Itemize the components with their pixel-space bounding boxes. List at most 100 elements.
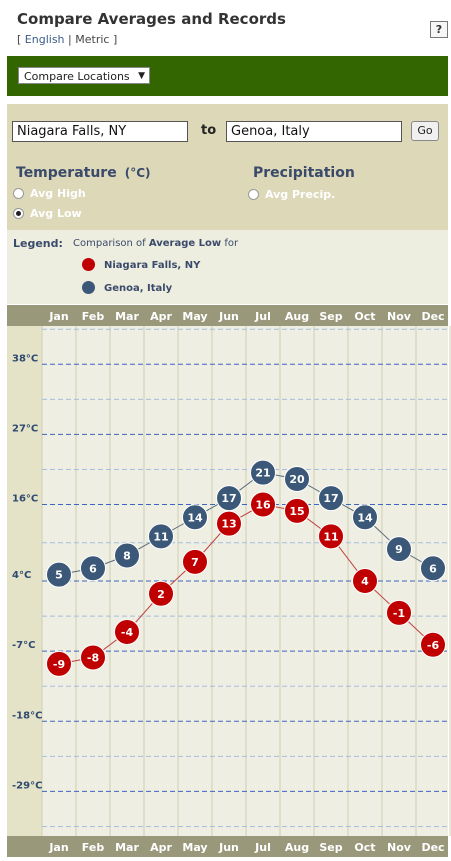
legend-item-genoa: Genoa, Italy <box>104 283 173 294</box>
data-point <box>352 568 378 594</box>
legend-item-niagara: Niagara Falls, NY <box>104 260 201 271</box>
legend-title: Legend: <box>13 237 63 250</box>
avg-low-label[interactable]: Avg Low <box>30 207 82 220</box>
x-tick-label-top: Aug <box>285 310 309 323</box>
data-label: 20 <box>289 473 305 486</box>
data-point <box>318 523 344 550</box>
x-tick-label-bottom: Dec <box>421 841 444 854</box>
data-point <box>114 619 140 645</box>
legend-swatch-genoa <box>82 281 95 294</box>
unit-metric-link[interactable]: Metric <box>75 33 110 46</box>
x-tick-label-top: Jun <box>218 310 239 323</box>
page-title: Compare Averages and Records <box>17 10 286 28</box>
compare-select[interactable]: Compare Locations ▼ <box>18 67 150 84</box>
x-tick-label-bottom: Jul <box>254 841 271 854</box>
data-label: -6 <box>427 639 440 652</box>
to-label: to <box>201 123 217 138</box>
month-header-top <box>7 305 448 326</box>
avg-precip-radio[interactable] <box>248 189 259 200</box>
y-tick-label: 38°C <box>12 353 38 364</box>
avg-low-radio[interactable] <box>13 208 24 219</box>
data-point <box>250 491 276 518</box>
unit-english-link[interactable]: English <box>24 33 65 46</box>
data-label: 6 <box>429 562 437 575</box>
units-open-bracket: [ <box>17 33 22 46</box>
data-point <box>386 599 412 626</box>
x-tick-label-bottom: Jun <box>218 841 239 854</box>
data-label: 11 <box>323 530 338 543</box>
x-tick-label-bottom: Oct <box>354 841 375 854</box>
data-point <box>46 561 72 588</box>
data-label: 16 <box>255 499 271 512</box>
data-label: -9 <box>53 658 65 671</box>
legend-text-post: for <box>221 238 239 249</box>
data-point <box>182 504 208 531</box>
data-point <box>46 650 72 677</box>
data-label: 21 <box>255 467 270 480</box>
x-tick-label-bottom: May <box>182 841 207 854</box>
go-button[interactable]: Go <box>411 121 439 141</box>
data-label: 13 <box>221 518 236 531</box>
x-tick-label-bottom: Aug <box>285 841 309 854</box>
data-point <box>420 555 446 582</box>
x-tick-label-bottom: Jan <box>48 841 68 854</box>
data-point <box>352 504 378 531</box>
x-tick-label-bottom: Sep <box>319 841 342 854</box>
location1-input[interactable]: Niagara Falls, NY <box>12 121 188 142</box>
legend-text-bold: Average Low <box>148 238 222 249</box>
y-tick-label: -29°C <box>12 780 42 791</box>
x-tick-label-top: Mar <box>115 310 139 323</box>
compare-select-label: Compare Locations <box>24 70 130 83</box>
help-button[interactable]: ? <box>430 21 448 38</box>
data-label: 11 <box>153 530 168 543</box>
y-tick-label: 27°C <box>12 423 38 434</box>
data-point <box>318 485 344 512</box>
data-label: 8 <box>123 550 131 563</box>
x-tick-label-bottom: Apr <box>150 841 172 854</box>
x-tick-label-bottom: Nov <box>387 841 412 854</box>
data-point <box>80 644 106 671</box>
x-tick-label-top: Jan <box>48 310 68 323</box>
data-point <box>284 466 310 492</box>
x-tick-label-top: Jul <box>254 310 271 323</box>
avg-high-radio[interactable] <box>13 188 24 199</box>
data-point <box>148 523 174 550</box>
x-tick-label-top: Nov <box>387 310 412 323</box>
data-label: 2 <box>157 588 165 601</box>
avg-precip-label[interactable]: Avg Precip. <box>265 188 336 201</box>
legend-description: Comparison of Average Low for <box>73 238 238 249</box>
y-tick-label: 16°C <box>12 494 38 505</box>
month-header-bottom <box>7 836 448 857</box>
units-close-bracket: ] <box>112 33 118 46</box>
avg-high-label[interactable]: Avg High <box>30 187 86 200</box>
data-point <box>114 542 140 569</box>
unit-switcher: [ English | Metric ] <box>17 33 117 46</box>
x-tick-label-top: Apr <box>150 310 172 323</box>
data-label: -8 <box>87 652 99 665</box>
legend-panel <box>7 230 448 304</box>
data-label: 4 <box>361 575 369 588</box>
x-tick-label-bottom: Feb <box>82 841 105 854</box>
precipitation-title: Precipitation <box>253 165 355 181</box>
temperature-title: Temperature <box>16 165 117 181</box>
data-label: 17 <box>221 492 236 505</box>
y-tick-label: 4°C <box>12 570 31 581</box>
y-label-column <box>7 326 42 836</box>
legend-swatch-niagara <box>82 258 95 271</box>
data-label: 6 <box>89 562 97 575</box>
temperature-unit: (°C) <box>124 166 151 180</box>
data-point <box>284 497 310 524</box>
data-point <box>182 548 208 575</box>
y-tick-label: -7°C <box>12 640 35 651</box>
data-point <box>250 459 276 486</box>
data-label: 14 <box>357 511 373 524</box>
x-tick-label-top: Sep <box>319 310 342 323</box>
data-label: 5 <box>55 569 63 582</box>
legend-text-pre: Comparison of <box>73 238 149 249</box>
location2-input[interactable]: Genoa, Italy <box>226 121 402 142</box>
data-point <box>148 580 174 607</box>
x-tick-label-top: Oct <box>354 310 375 323</box>
data-label: -1 <box>393 607 405 620</box>
data-label: 7 <box>191 556 199 569</box>
